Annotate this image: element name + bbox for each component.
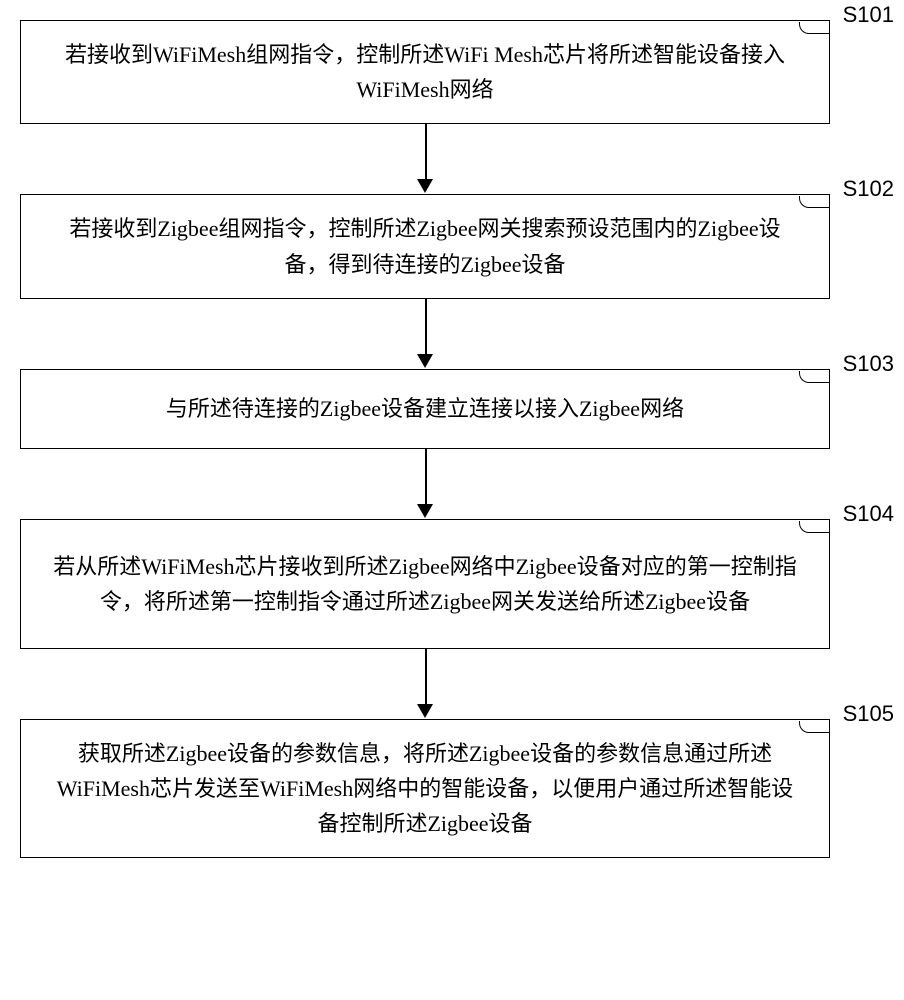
label-connector [799, 22, 829, 34]
arrow-line [425, 299, 427, 354]
step-box-s103: 与所述待连接的Zigbee设备建立连接以接入Zigbee网络 [20, 369, 830, 449]
step-box-s105: 获取所述Zigbee设备的参数信息，将所述Zigbee设备的参数信息通过所述Wi… [20, 719, 830, 859]
step-box-s101: 若接收到WiFiMesh组网指令，控制所述WiFi Mesh芯片将所述智能设备接… [20, 20, 830, 124]
arrow-4 [20, 649, 830, 719]
arrow-2 [20, 299, 830, 369]
arrow-1 [20, 124, 830, 194]
arrow-head-icon [417, 504, 433, 518]
step-label-s103: S103 [843, 351, 894, 377]
arrow-head-icon [417, 704, 433, 718]
step-label-s105: S105 [843, 701, 894, 727]
label-connector [799, 196, 829, 208]
step-s102: S102 若接收到Zigbee组网指令，控制所述Zigbee网关搜索预设范围内的… [20, 194, 884, 298]
step-s103: S103 与所述待连接的Zigbee设备建立连接以接入Zigbee网络 [20, 369, 884, 449]
label-connector [799, 371, 829, 383]
step-label-s101: S101 [843, 2, 894, 28]
arrow-head-icon [417, 179, 433, 193]
label-connector [799, 721, 829, 733]
step-s105: S105 获取所述Zigbee设备的参数信息，将所述Zigbee设备的参数信息通… [20, 719, 884, 859]
step-label-s104: S104 [843, 501, 894, 527]
step-box-s102: 若接收到Zigbee组网指令，控制所述Zigbee网关搜索预设范围内的Zigbe… [20, 194, 830, 298]
arrow-line [425, 649, 427, 704]
step-label-s102: S102 [843, 176, 894, 202]
arrow-3 [20, 449, 830, 519]
arrow-line [425, 124, 427, 179]
arrow-head-icon [417, 354, 433, 368]
step-s104: S104 若从所述WiFiMesh芯片接收到所述Zigbee网络中Zigbee设… [20, 519, 884, 649]
flowchart-container: S101 若接收到WiFiMesh组网指令，控制所述WiFi Mesh芯片将所述… [20, 20, 884, 858]
arrow-line [425, 449, 427, 504]
step-s101: S101 若接收到WiFiMesh组网指令，控制所述WiFi Mesh芯片将所述… [20, 20, 884, 124]
step-box-s104: 若从所述WiFiMesh芯片接收到所述Zigbee网络中Zigbee设备对应的第… [20, 519, 830, 649]
label-connector [799, 521, 829, 533]
